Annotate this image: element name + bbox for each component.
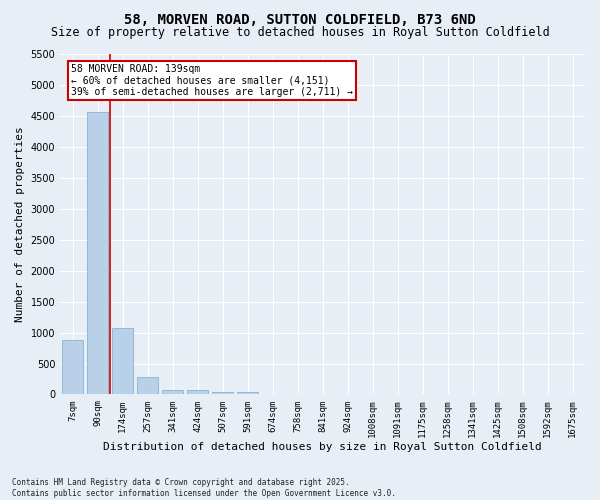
Bar	[162, 390, 183, 394]
Bar	[137, 377, 158, 394]
Text: 58 MORVEN ROAD: 139sqm
← 60% of detached houses are smaller (4,151)
39% of semi-: 58 MORVEN ROAD: 139sqm ← 60% of detached…	[71, 64, 353, 98]
Bar	[212, 392, 233, 394]
Bar	[237, 392, 258, 394]
Text: Contains HM Land Registry data © Crown copyright and database right 2025.
Contai: Contains HM Land Registry data © Crown c…	[12, 478, 396, 498]
Text: Size of property relative to detached houses in Royal Sutton Coldfield: Size of property relative to detached ho…	[50, 26, 550, 39]
X-axis label: Distribution of detached houses by size in Royal Sutton Coldfield: Distribution of detached houses by size …	[103, 442, 542, 452]
Bar	[187, 390, 208, 394]
Text: 58, MORVEN ROAD, SUTTON COLDFIELD, B73 6ND: 58, MORVEN ROAD, SUTTON COLDFIELD, B73 6…	[124, 12, 476, 26]
Bar	[62, 340, 83, 394]
Bar	[112, 328, 133, 394]
Bar	[87, 112, 108, 395]
Y-axis label: Number of detached properties: Number of detached properties	[15, 126, 25, 322]
